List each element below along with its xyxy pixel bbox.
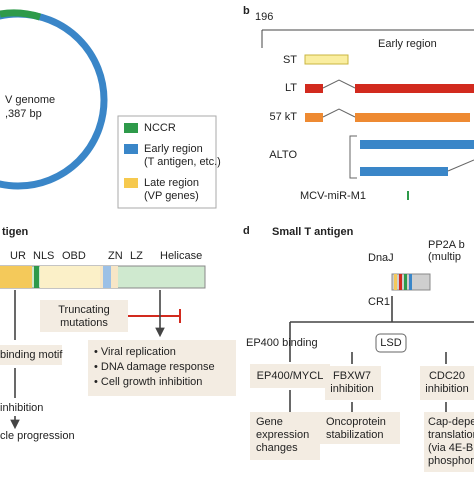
label: NLS	[33, 250, 54, 262]
label: CDC20	[429, 370, 465, 382]
label: ALTO	[269, 149, 297, 161]
label: EP400/MYCL	[257, 370, 324, 382]
label: stabilization	[326, 429, 383, 441]
motif-box	[0, 345, 62, 365]
inhibit-line	[128, 309, 181, 323]
legend-swatch	[124, 123, 138, 133]
label: inhibition	[330, 383, 373, 395]
outcome-box	[424, 412, 474, 472]
label: b	[243, 5, 250, 17]
label: DnaJ	[368, 252, 394, 264]
truncating-box	[40, 300, 128, 332]
lsd-box	[375, 333, 407, 353]
label: Oncoprotein	[326, 416, 386, 428]
label: translation	[428, 429, 474, 441]
label: ST	[283, 54, 297, 66]
label: (via 4E-BP1	[428, 442, 474, 454]
legend-swatch	[124, 178, 138, 188]
label: MCV-miR-M1	[300, 190, 366, 202]
label: (T antigen, etc.)	[144, 156, 221, 168]
label: d	[243, 225, 250, 237]
outcome-box	[250, 412, 320, 460]
label: binding motif	[0, 349, 63, 361]
effects-box	[88, 340, 236, 396]
label: NCCR	[144, 122, 176, 134]
label: Gene	[256, 416, 283, 428]
label: Helicase	[160, 250, 202, 262]
label: (VP genes)	[144, 190, 199, 202]
label: 57 kT	[269, 111, 297, 123]
connectors	[289, 296, 474, 414]
legend-swatch	[124, 144, 138, 154]
label: EP400 binding	[246, 337, 318, 349]
label: • DNA damage response	[94, 361, 215, 373]
label: Late region	[144, 177, 199, 189]
label: (multip	[428, 251, 461, 263]
large-t-bar	[0, 265, 206, 289]
label: UR	[10, 250, 26, 262]
label: cle progression	[0, 430, 75, 442]
target-box	[420, 366, 474, 400]
label: Early region	[378, 38, 437, 50]
small-t-bar	[391, 273, 431, 291]
label: LSD	[380, 337, 401, 349]
target-box	[250, 364, 330, 388]
label: ,387 bp	[5, 108, 42, 120]
label: Cap-depende	[428, 416, 474, 428]
label: Small T antigen	[272, 226, 354, 238]
outcome-box	[320, 412, 400, 444]
target-box	[325, 366, 381, 400]
early-region-map	[261, 29, 474, 200]
label: Early region	[144, 143, 203, 155]
label: V genome	[5, 94, 55, 106]
genome-circle	[0, 9, 108, 190]
label: OBD	[62, 250, 86, 262]
label: inhibition	[0, 402, 43, 414]
label: inhibition	[425, 383, 468, 395]
label: • Viral replication	[94, 346, 176, 358]
label: changes	[256, 442, 298, 454]
label: mutations	[60, 317, 108, 329]
label: tigen	[2, 226, 29, 238]
label: FBXW7	[333, 370, 371, 382]
label: ZN	[108, 250, 123, 262]
label: expression	[256, 429, 309, 441]
label: LT	[285, 82, 297, 94]
label: phosphorylati	[428, 455, 474, 467]
label: LZ	[130, 250, 143, 262]
label: • Cell growth inhibition	[94, 376, 202, 388]
label: PP2A b	[428, 239, 465, 251]
label: 196	[255, 11, 273, 23]
label: CR1	[368, 296, 390, 308]
label: Truncating	[58, 304, 110, 316]
